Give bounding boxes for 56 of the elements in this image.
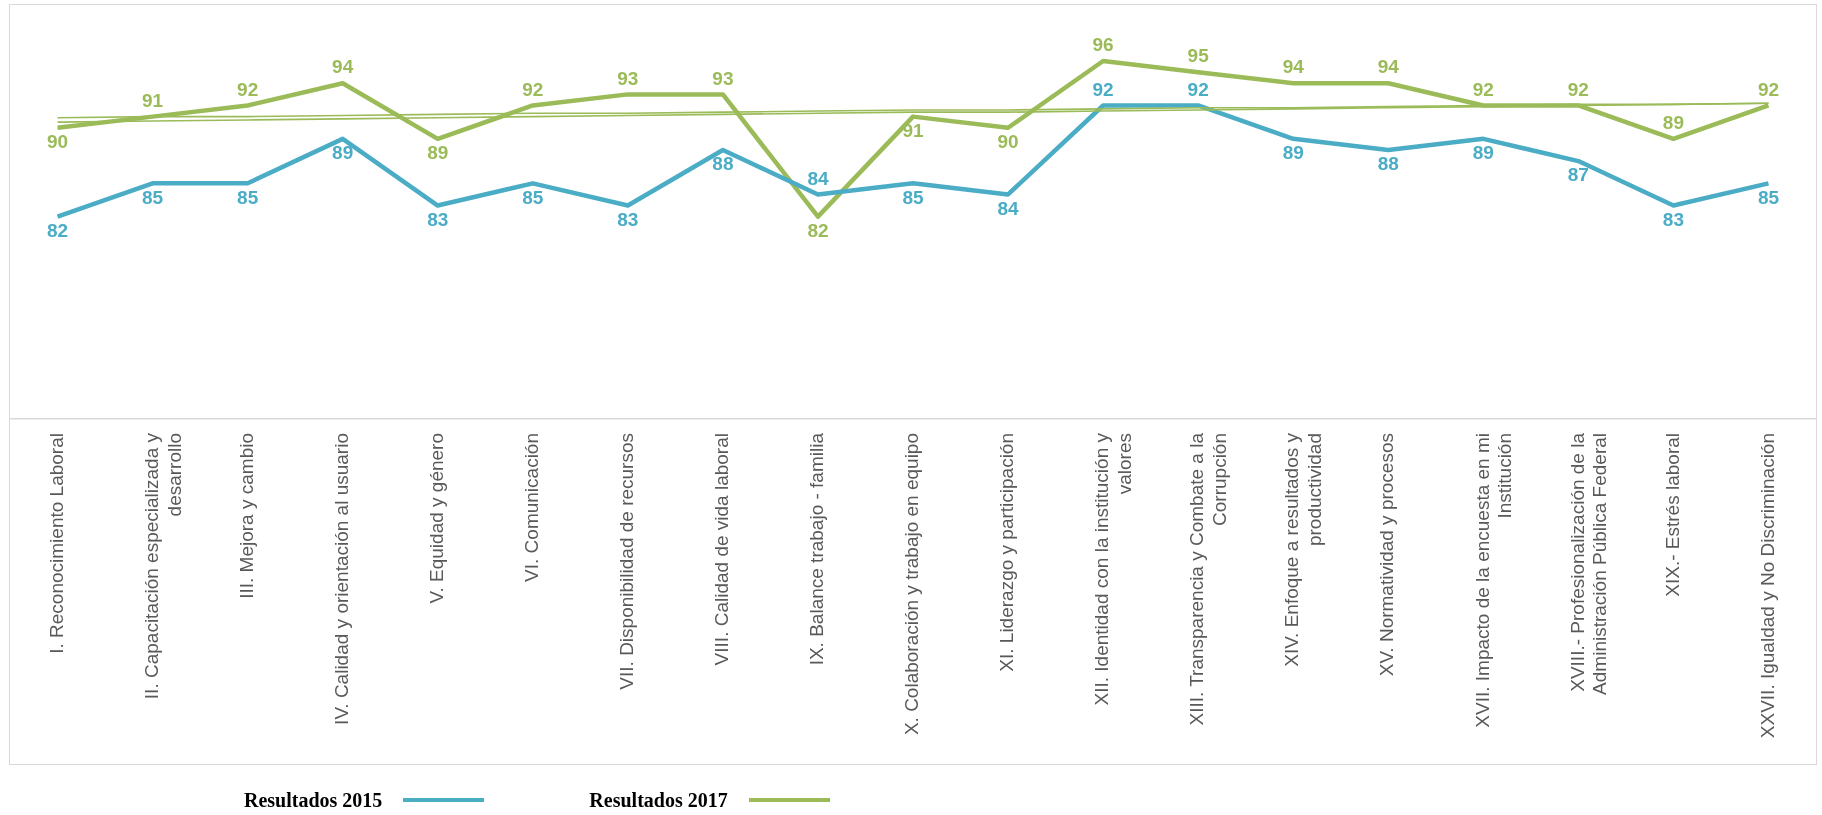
x-tick-label: III. Mejora y cambio bbox=[235, 433, 257, 599]
data-label: 92 bbox=[1472, 78, 1494, 100]
data-label: 96 bbox=[1092, 34, 1114, 56]
data-label: 89 bbox=[427, 142, 449, 164]
data-label: 93 bbox=[712, 67, 734, 89]
x-tick-label: X. Colaboración y trabajo en equipo bbox=[901, 433, 923, 736]
x-tick-label: XVII. Impacto de la encuesta en mi Institución bbox=[1471, 433, 1516, 728]
data-label: 92 bbox=[522, 78, 544, 100]
data-label: 83 bbox=[427, 208, 449, 230]
data-label: 82 bbox=[807, 219, 829, 241]
data-label: 82 bbox=[46, 219, 69, 241]
data-label: 92 bbox=[1567, 78, 1589, 100]
legend-label: Resultados 2017 bbox=[589, 788, 728, 812]
x-tick-label: XIV. Enfoque a resultados y productividad bbox=[1281, 432, 1326, 667]
data-label: 92 bbox=[1757, 78, 1780, 100]
x-tick-label: XIX.- Estrés laboral bbox=[1661, 433, 1683, 597]
data-label: 88 bbox=[1377, 153, 1399, 175]
data-label: 92 bbox=[237, 78, 259, 100]
x-tick-label: VIII. Calidad de vida laboral bbox=[711, 433, 733, 666]
data-label: 89 bbox=[332, 142, 354, 164]
data-label: 85 bbox=[1757, 186, 1780, 208]
x-tick-label: VI. Comunicación bbox=[521, 433, 543, 582]
x-tick-label: XXVII. Igualdad y No Discriminación bbox=[1756, 433, 1778, 739]
data-label: 85 bbox=[142, 186, 164, 208]
x-tick-label: VII. Disponibilidad de recursos bbox=[616, 433, 638, 690]
data-label: 88 bbox=[712, 153, 734, 175]
x-tick-label: V. Equidad y género bbox=[425, 433, 447, 604]
data-label: 85 bbox=[522, 186, 544, 208]
x-tick-label: XII. Identidad con la institución y valores bbox=[1091, 432, 1136, 706]
data-label: 91 bbox=[142, 89, 164, 111]
data-label: 89 bbox=[1282, 142, 1304, 164]
data-label: 90 bbox=[46, 130, 69, 152]
data-label: 95 bbox=[1187, 45, 1210, 67]
x-tick-label: IX. Balance trabajo - familia bbox=[806, 432, 828, 666]
legend-label: Resultados 2015 bbox=[244, 788, 383, 812]
data-label: 83 bbox=[617, 208, 639, 230]
data-label: 85 bbox=[902, 186, 924, 208]
x-tick-label: IV. Calidad y orientación al usuario bbox=[330, 433, 352, 725]
data-label: 90 bbox=[997, 130, 1019, 152]
data-label: 94 bbox=[1377, 56, 1400, 78]
data-label: 89 bbox=[1472, 142, 1494, 164]
data-label: 83 bbox=[1662, 208, 1684, 230]
data-label: 85 bbox=[237, 186, 259, 208]
data-label: 84 bbox=[997, 197, 1020, 219]
data-label: 92 bbox=[1187, 78, 1209, 100]
data-label: 89 bbox=[1662, 112, 1684, 134]
data-label: 94 bbox=[1282, 56, 1305, 78]
data-label: 94 bbox=[332, 56, 354, 78]
data-label: 92 bbox=[1092, 78, 1114, 100]
x-tick-label: I. Reconocimiento Laboral bbox=[45, 433, 67, 654]
data-label: 84 bbox=[807, 167, 829, 189]
x-tick-label: II. Capacitación especializada y desarrollo bbox=[140, 432, 185, 700]
x-tick-label: XI. Liderazgo y participación bbox=[996, 433, 1018, 672]
x-tick-label: XV. Normatividad y procesos bbox=[1376, 433, 1398, 677]
data-label: 93 bbox=[617, 67, 639, 89]
data-label: 87 bbox=[1567, 164, 1589, 186]
